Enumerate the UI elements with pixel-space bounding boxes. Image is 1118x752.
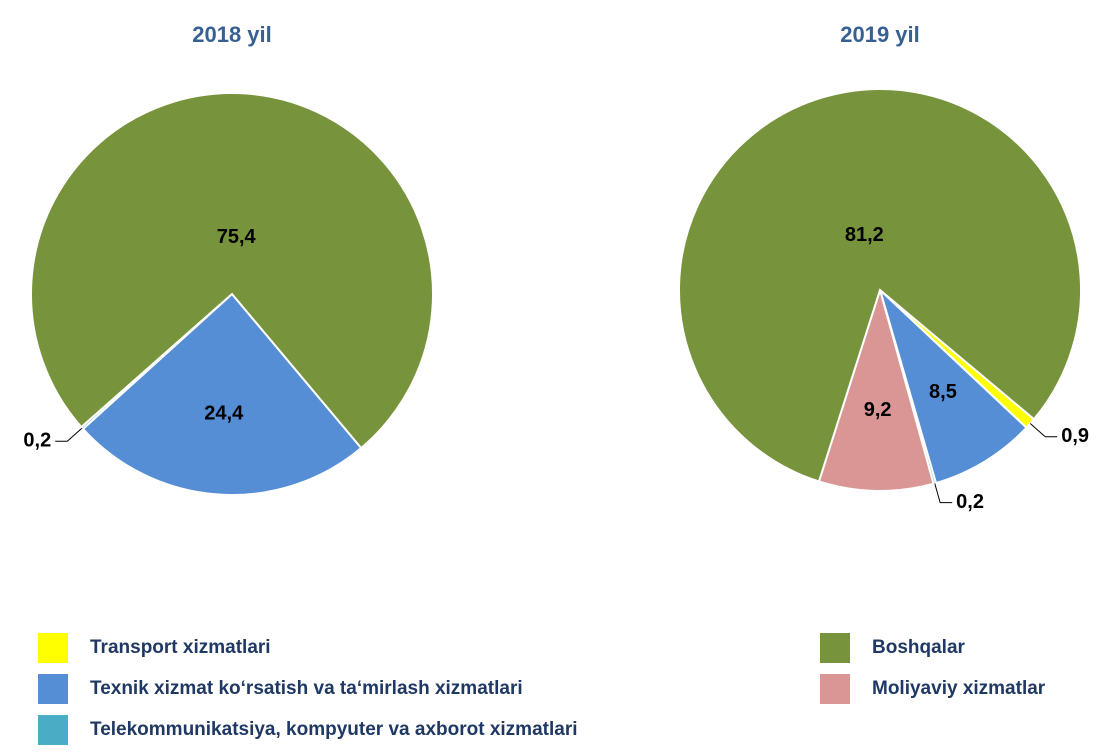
data-label: 9,2 [864,399,892,421]
legend-swatch [820,674,850,704]
legend-label: Boshqalar [872,637,966,658]
leader-line [55,427,83,442]
leader-line [1029,423,1058,438]
data-label: 0,2 [23,430,51,452]
pie-slice [817,286,935,492]
legend-label: Telekommunikatsiya, kompyuter va axborot… [90,719,578,740]
legend-swatch [38,674,68,704]
legend-swatch [38,715,68,745]
pie-slice [678,88,1082,483]
legend-swatch [38,633,68,663]
legend-label: Transport xizmatlari [90,637,271,658]
pie-slice [878,286,1028,485]
leader-line [934,483,953,504]
pie-slice [81,292,363,496]
data-label: 0,2 [956,491,984,513]
data-label: 24,4 [204,403,244,425]
legend-label: Texnik xizmat ko‘rsatish va ta‘mirlash x… [90,678,523,699]
data-label: 75,4 [217,226,257,248]
chart-title: 2019 yil [840,22,920,47]
legend-label: Moliyaviy xizmatlar [872,678,1046,699]
legend-swatch [820,633,850,663]
data-label: 81,2 [845,224,884,246]
data-label: 0,9 [1061,425,1089,447]
chart-title: 2018 yil [192,22,272,47]
data-label: 8,5 [929,381,957,403]
pie-slice [30,92,434,450]
